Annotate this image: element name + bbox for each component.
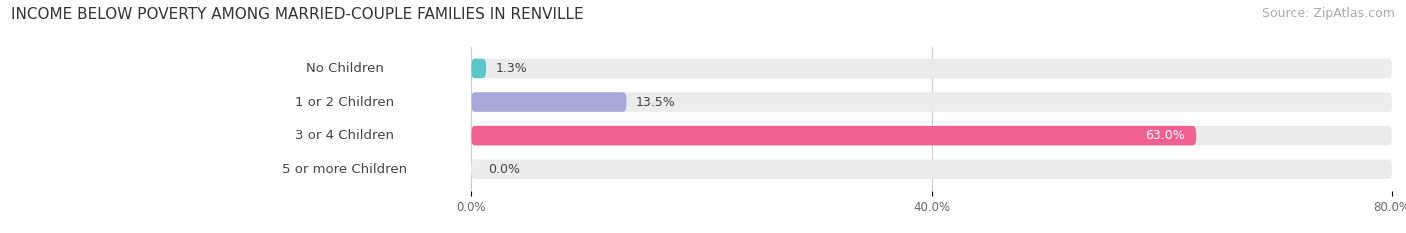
FancyBboxPatch shape [471, 92, 627, 112]
Text: INCOME BELOW POVERTY AMONG MARRIED-COUPLE FAMILIES IN RENVILLE: INCOME BELOW POVERTY AMONG MARRIED-COUPL… [11, 7, 583, 22]
FancyBboxPatch shape [218, 126, 471, 145]
FancyBboxPatch shape [218, 92, 471, 112]
Text: Source: ZipAtlas.com: Source: ZipAtlas.com [1261, 7, 1395, 20]
FancyBboxPatch shape [471, 59, 486, 78]
Text: No Children: No Children [305, 62, 384, 75]
Text: 1 or 2 Children: 1 or 2 Children [295, 96, 394, 109]
Text: 3 or 4 Children: 3 or 4 Children [295, 129, 394, 142]
FancyBboxPatch shape [471, 126, 1197, 145]
FancyBboxPatch shape [471, 159, 1392, 179]
FancyBboxPatch shape [471, 126, 1392, 145]
FancyBboxPatch shape [471, 59, 1392, 78]
Text: 1.3%: 1.3% [495, 62, 527, 75]
Text: 5 or more Children: 5 or more Children [283, 163, 408, 176]
FancyBboxPatch shape [218, 159, 471, 179]
Text: 63.0%: 63.0% [1144, 129, 1185, 142]
FancyBboxPatch shape [471, 92, 1392, 112]
Text: 0.0%: 0.0% [488, 163, 520, 176]
Text: 13.5%: 13.5% [636, 96, 675, 109]
FancyBboxPatch shape [218, 59, 471, 78]
